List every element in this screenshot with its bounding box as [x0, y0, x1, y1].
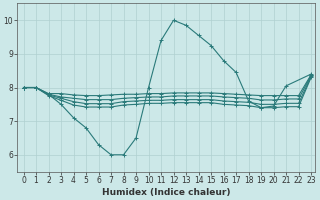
- X-axis label: Humidex (Indice chaleur): Humidex (Indice chaleur): [102, 188, 230, 197]
